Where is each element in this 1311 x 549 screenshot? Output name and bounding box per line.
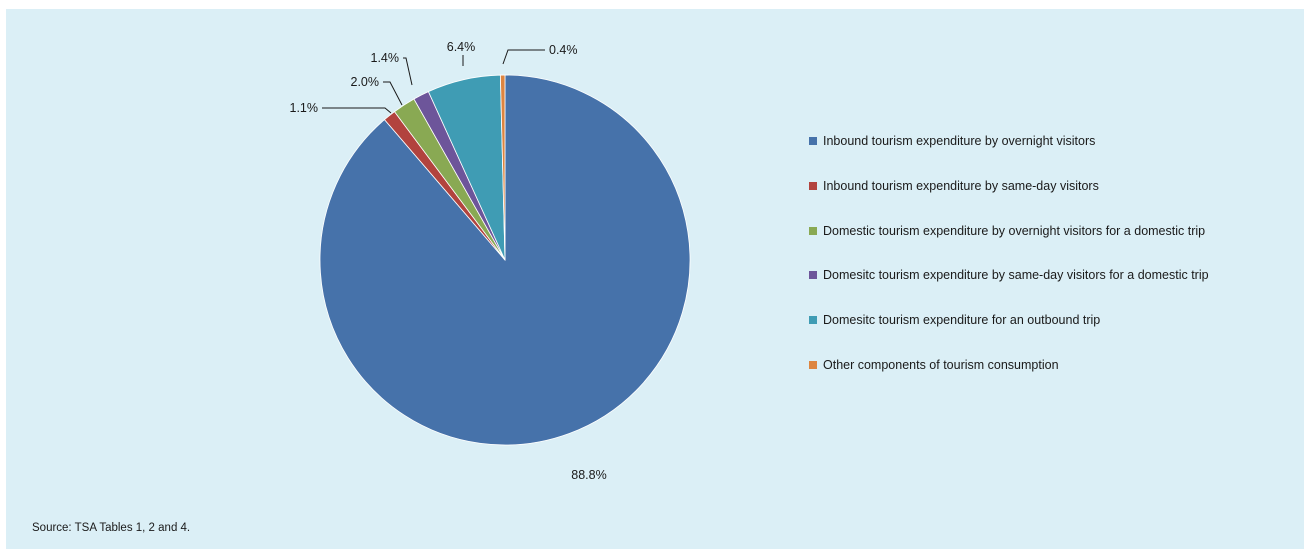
leader-line-other-components-of-tourism-consumption [502, 49, 545, 65]
chart-legend: Inbound tourism expenditure by overnight… [809, 133, 1299, 402]
legend-item-domesitc-tourism-expenditure-by-same-day-visitors-for-a-domestic-trip: Domesitc tourism expenditure by same-day… [809, 267, 1299, 312]
legend-swatch [809, 316, 817, 325]
legend-label: Inbound tourism expenditure by overnight… [823, 134, 1096, 148]
pie-chart: 88.8% 1.1% 2.0% 1.4% 6.4% 0.4% [290, 40, 691, 482]
data-label-domestic-tourism-expenditure-by-overnight-visitors-for-a-domestic-trip: 2.0% [351, 75, 380, 89]
legend-swatch [809, 181, 817, 190]
legend-swatch [809, 137, 817, 145]
leader-line-inbound-tourism-expenditure-by-same-day-visitors [322, 107, 392, 114]
legend-item-domestic-tourism-expenditure-by-overnight-visitors-for-a-domestic-trip: Domestic tourism expenditure by overnigh… [809, 223, 1299, 268]
leader-line-domestic-tourism-expenditure-by-overnight-visitors-for-a-domestic-trip [383, 81, 403, 106]
legend-swatch [809, 226, 817, 235]
pie-slice-other-components-of-tourism-consumption [499, 74, 506, 261]
legend-item-inbound-tourism-expenditure-by-same-day-visitors: Inbound tourism expenditure by same-day … [809, 178, 1299, 223]
legend-swatch [809, 271, 817, 280]
data-label-inbound-tourism-expenditure-by-overnight-visitors: 88.8% [571, 468, 606, 482]
legend-item-inbound-tourism-expenditure-by-overnight-visitors: Inbound tourism expenditure by overnight… [809, 133, 1299, 178]
legend-label: Domesitc tourism expenditure for an outb… [823, 313, 1101, 328]
data-label-other-components-of-tourism-consumption: 0.4% [549, 43, 578, 57]
data-label-domesitc-tourism-expenditure-by-same-day-visitors-for-a-domestic-trip: 1.4% [371, 51, 400, 65]
leader-line-domesitc-tourism-expenditure-by-same-day-visitors-for-a-domestic-trip [403, 57, 413, 86]
source-note: Source: TSA Tables 1, 2 and 4. [32, 522, 191, 534]
legend-item-other-components-of-tourism-consumption: Other components of tourism consumption [809, 357, 1299, 402]
legend-item-domesitc-tourism-expenditure-for-an-outbound-trip: Domesitc tourism expenditure for an outb… [809, 312, 1299, 357]
legend-label: Other components of tourism consumption [823, 357, 1059, 372]
legend-label: Inbound tourism expenditure by same-day … [823, 178, 1099, 193]
legend-swatch [809, 360, 817, 369]
chart-panel: 88.8% 1.1% 2.0% 1.4% 6.4% 0.4% Inbound touris… [6, 9, 1304, 549]
data-label-domesitc-tourism-expenditure-for-an-outbound-trip: 6.4% [447, 40, 476, 54]
legend-label: Domesitc tourism expenditure by same-day… [823, 268, 1209, 283]
data-label-inbound-tourism-expenditure-by-same-day-visitors: 1.1% [290, 101, 319, 115]
legend-label: Domestic tourism expenditure by overnigh… [823, 223, 1206, 238]
